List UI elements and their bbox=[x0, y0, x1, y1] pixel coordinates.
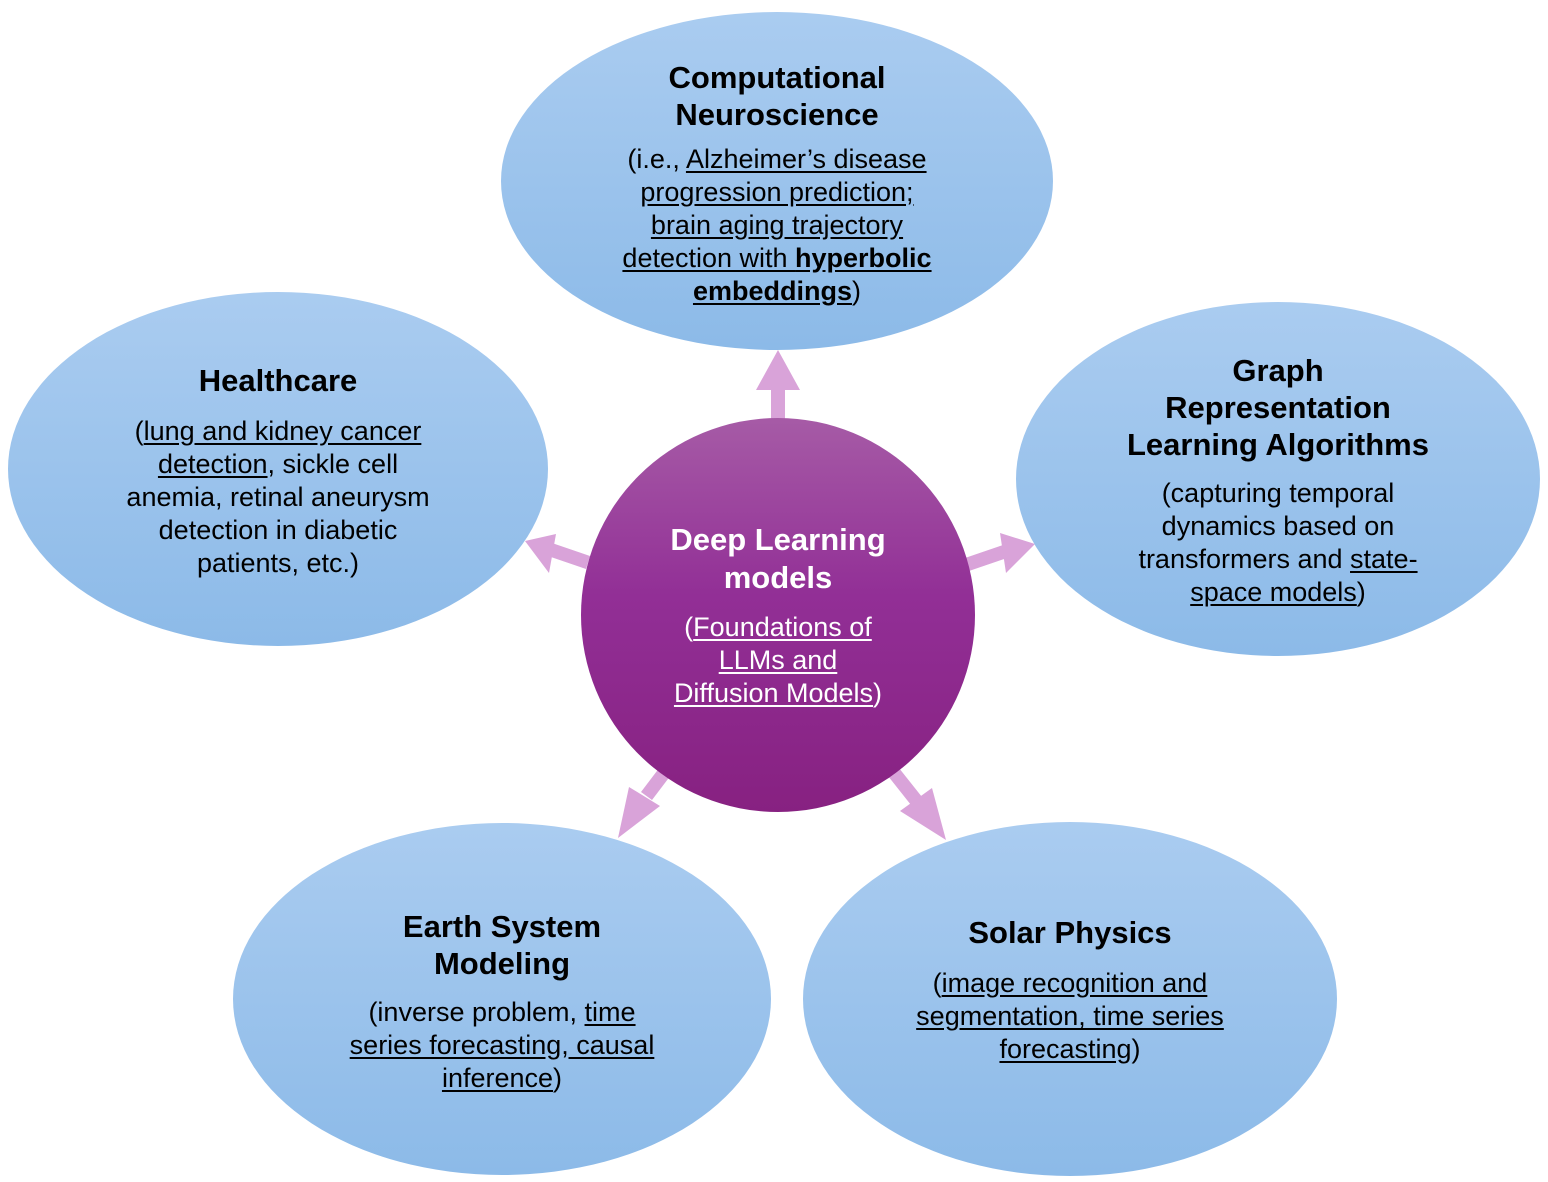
node-title: Computational Neuroscience bbox=[669, 59, 886, 133]
desc-underlined: Diffusion Models bbox=[673, 677, 874, 708]
node-computational-neuroscience: Computational Neuroscience (i.e., Alzhei… bbox=[501, 12, 1053, 350]
desc-underlined: inference bbox=[441, 1062, 554, 1093]
desc-underlined: series forecasting, causal bbox=[349, 1029, 655, 1060]
node-title: Graph Representation Learning Algorithms bbox=[1127, 352, 1429, 463]
desc-text: ) bbox=[1356, 576, 1366, 607]
desc-bold: hyperbolic bbox=[795, 242, 932, 273]
desc-text: detection in diabetic bbox=[158, 515, 398, 545]
desc-text: patients, etc.) bbox=[196, 548, 360, 578]
title-line: Earth System bbox=[402, 908, 602, 944]
node-solar-physics: Solar Physics (image recognition and seg… bbox=[803, 822, 1337, 1176]
node-graph-representation-learning: Graph Representation Learning Algorithms… bbox=[1016, 302, 1540, 656]
center-description: (Foundations of LLMs and Diffusion Model… bbox=[674, 611, 882, 710]
title-line: Modeling bbox=[433, 945, 571, 981]
node-title: Solar Physics bbox=[968, 915, 1172, 950]
desc-underlined: detection with bbox=[622, 242, 796, 273]
node-earth-system-modeling: Earth System Modeling (inverse problem, … bbox=[233, 823, 771, 1175]
desc-underlined: image recognition and bbox=[941, 968, 1208, 998]
desc-underlined: lung and kidney cancer bbox=[143, 416, 422, 446]
desc-underlined: space models bbox=[1190, 576, 1357, 607]
desc-underlined: progression prediction; bbox=[640, 176, 914, 207]
desc-text: anemia, retinal aneurysm bbox=[126, 482, 430, 512]
desc-underlined: segmentation, time series bbox=[916, 1001, 1224, 1031]
arrow-to-healthcare bbox=[525, 534, 590, 573]
node-title: Healthcare bbox=[198, 363, 358, 398]
desc-underlined: detection bbox=[157, 449, 268, 479]
desc-underlined: Foundations of bbox=[693, 611, 872, 642]
desc-text: ( bbox=[932, 968, 942, 998]
title-line: Learning Algorithms bbox=[1127, 426, 1429, 462]
desc-text: transformers and bbox=[1138, 543, 1351, 574]
desc-text: (inverse problem, bbox=[368, 996, 585, 1027]
title-line: Representation bbox=[1165, 389, 1391, 425]
node-description: (i.e., Alzheimer’s disease progression p… bbox=[622, 143, 931, 308]
desc-text: (i.e., bbox=[627, 143, 686, 174]
desc-text: ) bbox=[873, 677, 883, 708]
desc-underlined: brain aging trajectory bbox=[650, 209, 904, 240]
desc-underlined: state- bbox=[1350, 543, 1418, 574]
desc-text: ( bbox=[134, 416, 144, 446]
desc-text: , sickle cell bbox=[267, 449, 399, 479]
desc-underlined: time bbox=[584, 996, 636, 1027]
desc-underlined: Alzheimer’s disease bbox=[685, 143, 927, 174]
title-line: Deep Learning bbox=[670, 521, 886, 557]
center-title: Deep Learning models bbox=[670, 521, 885, 597]
node-description: (inverse problem, time series forecastin… bbox=[350, 996, 655, 1095]
node-healthcare: Healthcare (lung and kidney cancer detec… bbox=[8, 292, 548, 646]
arrow-to-graph bbox=[965, 533, 1035, 573]
node-description: (lung and kidney cancer detection, sickl… bbox=[126, 415, 429, 580]
node-description: (image recognition and segmentation, tim… bbox=[916, 967, 1224, 1066]
desc-text: dynamics based on bbox=[1161, 510, 1395, 541]
desc-text: ( bbox=[684, 611, 694, 642]
desc-text: ) bbox=[1131, 1034, 1141, 1064]
desc-text: ) bbox=[852, 275, 861, 306]
title-line: models bbox=[723, 559, 833, 595]
title-line: Neuroscience bbox=[675, 96, 879, 132]
node-title: Earth System Modeling bbox=[403, 908, 601, 982]
title-line: Graph bbox=[1232, 352, 1324, 388]
title-line: Computational bbox=[668, 59, 886, 95]
desc-bold: embeddings bbox=[692, 275, 852, 306]
desc-text: ) bbox=[553, 1062, 563, 1093]
desc-underlined: LLMs and bbox=[718, 644, 838, 675]
node-description: (capturing temporal dynamics based on tr… bbox=[1138, 477, 1417, 609]
desc-text: (capturing temporal bbox=[1161, 477, 1395, 508]
node-deep-learning-models: Deep Learning models (Foundations of LLM… bbox=[581, 418, 975, 812]
desc-underlined: forecasting bbox=[999, 1034, 1132, 1064]
